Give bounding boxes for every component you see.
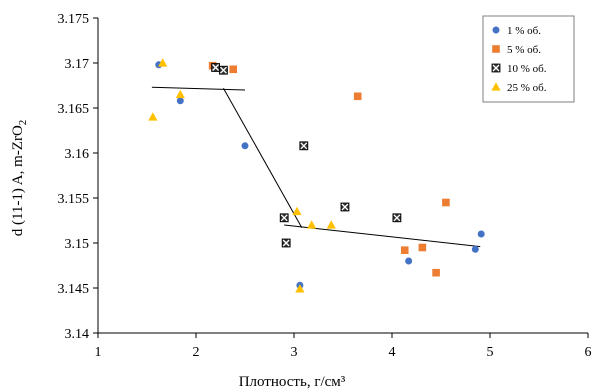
data-point: [219, 65, 228, 75]
data-point: [158, 58, 168, 67]
legend-marker: [491, 82, 501, 91]
x-tick-label: 4: [389, 345, 396, 360]
data-point: [392, 213, 402, 223]
data-point: [211, 63, 221, 72]
data-point: [418, 243, 427, 252]
y-axis-title: d (11-1) A, m-ZrO2: [10, 120, 29, 237]
trend-line-segment: [284, 224, 481, 248]
y-tick-label: 3.175: [58, 12, 90, 27]
series-1: [155, 61, 485, 289]
legend-label: 5 % об.: [507, 44, 541, 56]
legend-label: 25 % об.: [507, 82, 547, 94]
data-point: [241, 142, 249, 150]
data-point: [353, 92, 362, 101]
data-point: [340, 202, 350, 212]
data-point: [326, 220, 336, 229]
y-axis-title-subscript: 2: [17, 120, 29, 126]
x-tick-label: 3: [291, 345, 298, 360]
data-point: [477, 230, 485, 238]
legend-label: 10 % об.: [507, 63, 547, 75]
trend-lines: [151, 86, 481, 248]
data-point: [176, 97, 184, 105]
y-tick-label: 3.155: [58, 192, 90, 207]
y-tick-label: 3.165: [58, 102, 90, 117]
data-point: [471, 245, 479, 253]
x-tick-label: 1: [95, 345, 102, 360]
data-point: [432, 268, 440, 277]
data-point: [148, 112, 158, 121]
x-axis-title: Плотность, г/см³: [239, 374, 346, 390]
data-point: [442, 198, 450, 207]
y-tick-label: 3.16: [65, 147, 90, 162]
y-tick-label: 3.145: [58, 282, 90, 297]
data-point: [279, 213, 289, 223]
y-tick-label: 3.15: [65, 237, 90, 252]
legend-marker: [492, 26, 500, 34]
trend-line-segment: [223, 87, 303, 228]
series-3: [211, 63, 402, 248]
y-axis-title-main: d (11-1) A, m-ZrO: [10, 125, 26, 236]
legend-marker: [491, 63, 501, 73]
data-point: [229, 65, 238, 74]
series-2: [208, 61, 450, 277]
legend-marker: [492, 45, 500, 53]
legend: 1 % об. 5 % об. 10 % об. 25 % об.: [482, 15, 575, 103]
x-tick-label: 5: [487, 345, 494, 360]
data-point: [400, 246, 409, 254]
axes: 3.14 3.145 3.15 3.155 3.16 3.165 3.17 3.175 1 2 3 4…: [58, 12, 592, 360]
data-point: [175, 89, 185, 99]
x-tick-label: 2: [193, 345, 200, 360]
legend-label: 1 % об.: [507, 25, 541, 37]
data-point: [307, 220, 317, 229]
data-point: [299, 141, 309, 151]
data-points: [148, 58, 485, 293]
data-point: [292, 206, 302, 216]
trend-line-segment: [151, 86, 246, 91]
series-4: [148, 58, 336, 293]
data-point: [405, 257, 413, 265]
data-point: [295, 284, 305, 293]
data-point: [281, 238, 291, 248]
y-tick-label: 3.17: [65, 57, 90, 72]
y-tick-label: 3.14: [65, 327, 90, 342]
x-tick-label: 6: [585, 345, 592, 360]
